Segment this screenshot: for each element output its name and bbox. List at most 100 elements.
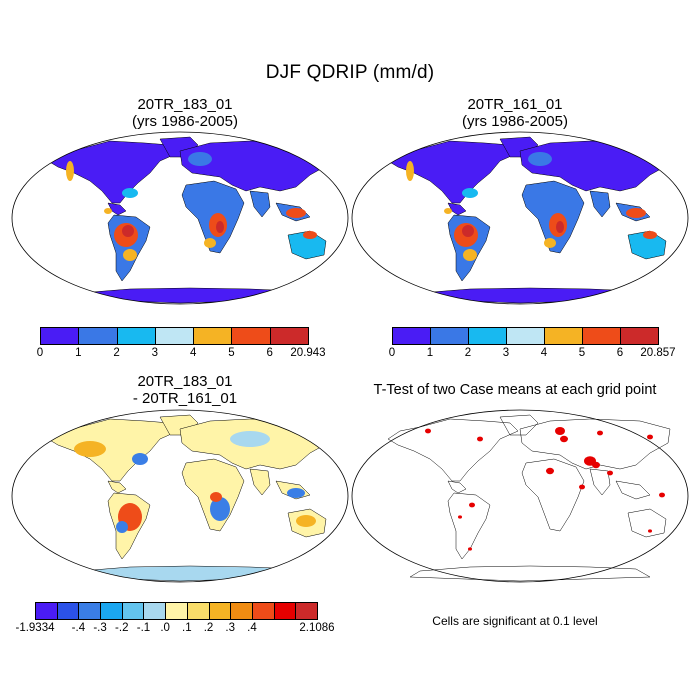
significant-cell bbox=[555, 427, 565, 435]
colorbar-1-swatch bbox=[231, 327, 271, 345]
colorbar-1-swatch bbox=[193, 327, 233, 345]
colorbar-3-swatch bbox=[251, 602, 275, 620]
colorbar-3-swatch bbox=[121, 602, 145, 620]
land-na bbox=[47, 418, 179, 482]
field-pacific-nw bbox=[406, 161, 414, 181]
colorbar-3-tick-label: .0 bbox=[160, 622, 170, 634]
field-sa-south bbox=[463, 249, 477, 261]
field-amazon-peak bbox=[462, 225, 474, 237]
significant-cell bbox=[469, 502, 475, 508]
diff-aus-orange bbox=[296, 515, 316, 527]
field-central-america bbox=[444, 208, 452, 214]
land-ind bbox=[589, 190, 611, 218]
map-panel-4 bbox=[351, 409, 689, 583]
colorbar-2-swatch bbox=[582, 327, 621, 345]
colorbar-2-tick-label: 4 bbox=[540, 347, 548, 359]
coastline-eu bbox=[519, 418, 671, 470]
colorbar-1-tick-label: 3 bbox=[151, 347, 159, 359]
significant-cell bbox=[477, 436, 483, 442]
map-border bbox=[351, 409, 689, 583]
colorbar-3-swatch bbox=[230, 602, 253, 620]
colorbar-2-swatch bbox=[430, 327, 469, 345]
diff-sa-blue bbox=[116, 521, 128, 533]
colorbar-3-tick-label: -.4 bbox=[71, 622, 86, 634]
colorbar-2-swatch bbox=[468, 327, 507, 345]
colorbar-1-tick-label: 4 bbox=[189, 347, 197, 359]
colorbar-3-tick-label: -.2 bbox=[115, 622, 129, 634]
field-east-us bbox=[122, 188, 138, 198]
colorbar-1-tick-label: 6 bbox=[266, 347, 273, 359]
coastline-greenland bbox=[499, 414, 539, 436]
colorbar-2-swatch bbox=[544, 327, 583, 345]
coastline-ant bbox=[409, 565, 651, 582]
colorbar-3-swatch bbox=[100, 602, 123, 620]
colorbar-3-tick-label: .2 bbox=[203, 622, 214, 634]
field-europe bbox=[528, 152, 552, 166]
colorbar-1-tick-label: 0 bbox=[36, 347, 44, 359]
map-panel-2 bbox=[351, 131, 689, 305]
significant-cell bbox=[458, 515, 462, 519]
colorbar-1-tick-label: 2 bbox=[113, 347, 120, 359]
field-east-us bbox=[462, 188, 478, 198]
panel-3-title-line2: - 20TR_161_01 bbox=[132, 390, 238, 407]
panel-2-title-line1: 20TR_161_01 bbox=[467, 96, 563, 113]
field-south-africa bbox=[204, 238, 216, 248]
panel-3-title: 20TR_183_01 - 20TR_161_01 bbox=[25, 373, 345, 407]
diff-africa-blue bbox=[210, 497, 230, 521]
colorbar-3-swatch bbox=[165, 602, 188, 620]
colorbar-3-tick-label: -1.9334 bbox=[15, 622, 55, 634]
coastline-ind bbox=[589, 468, 611, 496]
field-central-america bbox=[104, 208, 112, 214]
coastline-sea bbox=[615, 480, 651, 500]
colorbar-1-swatch bbox=[154, 327, 195, 345]
panel-2-title: 20TR_161_01 (yrs 1986-2005) bbox=[355, 96, 675, 130]
map-border bbox=[11, 131, 349, 305]
colorbar-1-swatch bbox=[269, 327, 309, 345]
field-north-australia bbox=[303, 231, 317, 239]
diff-sea-blue bbox=[287, 488, 305, 498]
colorbar-3-swatch bbox=[35, 602, 58, 620]
coastline-na bbox=[387, 418, 519, 482]
colorbar-3-swatch bbox=[78, 602, 102, 620]
land-ca bbox=[107, 480, 127, 494]
colorbar-panel-3: -1.9334 -.4 -.3 -.2 -.1 .0 .1 .2 .3 .4 2.1086 bbox=[15, 602, 335, 638]
panel-1-title-line1: 20TR_183_01 bbox=[137, 96, 233, 113]
panel-2-title-line2: (yrs 1986-2005) bbox=[462, 113, 568, 130]
colorbar-3-swatch bbox=[56, 602, 80, 620]
colorbar-2-swatch bbox=[620, 327, 659, 345]
land-ind bbox=[249, 190, 271, 218]
colorbar-3-swatch bbox=[295, 602, 318, 620]
panel-3-title-line1: 20TR_183_01 bbox=[137, 373, 233, 390]
significant-cell bbox=[560, 435, 568, 443]
diff-africa-red bbox=[210, 492, 222, 502]
colorbar-3-tick-label: .3 bbox=[225, 622, 236, 634]
colorbar-2-tick-label: 3 bbox=[502, 347, 510, 359]
significant-cell bbox=[648, 529, 652, 533]
map-border bbox=[11, 409, 349, 583]
colorbar-2-swatch bbox=[506, 327, 545, 345]
colorbar-2-tick-label: 5 bbox=[578, 347, 586, 359]
significant-cell bbox=[579, 484, 585, 490]
field-maritime-continent bbox=[286, 208, 306, 218]
colorbar-2-tick-label: 0 bbox=[388, 347, 396, 359]
colorbar-3-swatch bbox=[208, 602, 232, 620]
colorbar-3-swatch bbox=[186, 602, 210, 620]
coastline-af bbox=[521, 458, 585, 532]
field-central-africa-peak bbox=[216, 221, 224, 233]
colorbar-1-swatch bbox=[40, 327, 80, 345]
colorbar-2-tick-label: 6 bbox=[616, 347, 624, 359]
diff-na-orange bbox=[74, 441, 106, 457]
colorbar-3-swatch bbox=[143, 602, 167, 620]
panel-4-title: T-Test of two Case means at each grid po… bbox=[355, 382, 675, 399]
colorbar-3-tick-label: .1 bbox=[182, 622, 192, 634]
field-sa-south bbox=[123, 249, 137, 261]
colorbar-2-tick-label: 2 bbox=[464, 347, 472, 359]
land-field bbox=[387, 136, 671, 304]
map-panel-3 bbox=[11, 409, 349, 583]
coastline-aus bbox=[627, 508, 667, 538]
significant-cell bbox=[425, 428, 431, 434]
land-field bbox=[47, 136, 331, 304]
significant-cell bbox=[597, 430, 603, 436]
significant-cell bbox=[659, 492, 665, 498]
